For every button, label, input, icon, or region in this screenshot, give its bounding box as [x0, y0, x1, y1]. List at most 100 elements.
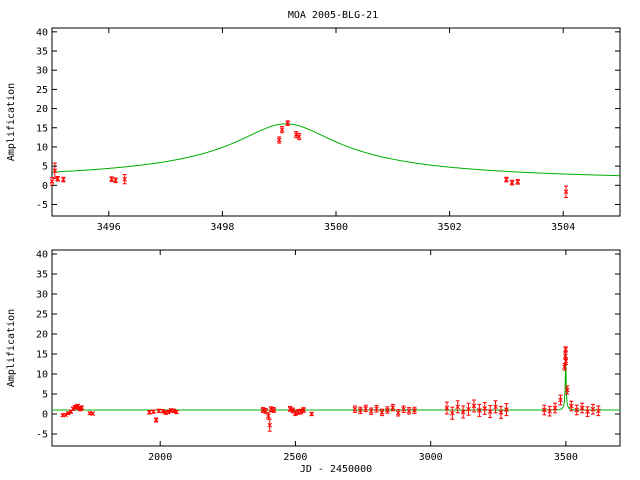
point-mark-b — [61, 177, 66, 182]
y-tick-label: 40 — [36, 27, 48, 38]
data-point — [374, 405, 379, 413]
top-data-points — [49, 120, 569, 199]
point-mark-b — [63, 412, 68, 418]
data-point — [487, 405, 493, 419]
point-mark-b — [596, 408, 601, 414]
data-point — [401, 405, 406, 413]
point-mark-b — [466, 406, 471, 412]
data-point — [466, 402, 471, 416]
data-point — [455, 400, 461, 414]
data-point — [547, 405, 553, 417]
data-point — [90, 411, 95, 416]
point-mark-b — [147, 410, 152, 415]
top-y-axis-label: Amplification — [6, 83, 17, 161]
y-tick-label: 20 — [36, 104, 48, 115]
data-point — [498, 405, 504, 419]
point-mark-b — [153, 417, 159, 423]
data-point — [574, 404, 580, 416]
data-point — [562, 363, 567, 371]
point-mark-b — [79, 405, 85, 410]
data-point — [55, 175, 61, 182]
data-point — [174, 409, 179, 415]
data-point — [552, 402, 558, 414]
point-mark-b — [515, 179, 521, 185]
point-mark-b — [374, 406, 379, 412]
data-point — [563, 185, 569, 199]
data-point — [471, 399, 477, 413]
point-mark-b — [271, 407, 277, 413]
y-tick-label: 0 — [42, 410, 48, 421]
data-point — [596, 405, 601, 417]
y-tick-label: -5 — [36, 430, 48, 441]
bottom-model-curve — [52, 351, 620, 411]
data-point — [444, 401, 450, 415]
data-point — [579, 402, 585, 414]
point-mark-b — [357, 408, 363, 413]
data-point — [357, 406, 363, 415]
point-mark-b — [541, 407, 547, 413]
point-mark-b — [352, 406, 358, 412]
point-mark-b — [309, 411, 315, 417]
y-tick-label: 5 — [42, 162, 48, 173]
point-mark-b — [558, 397, 563, 403]
point-mark-b — [455, 404, 461, 410]
data-point — [61, 176, 66, 183]
data-point — [590, 403, 596, 415]
x-tick-label: 3504 — [551, 222, 575, 233]
y-tick-label: 35 — [36, 270, 48, 281]
point-mark-b — [504, 407, 509, 412]
data-point — [385, 406, 390, 414]
y-tick-label: 10 — [36, 142, 48, 153]
data-point — [563, 346, 568, 353]
point-mark-b — [568, 403, 574, 409]
point-mark-b — [564, 387, 570, 393]
data-point — [147, 410, 152, 415]
point-mark-b — [401, 406, 406, 412]
point-mark-b — [379, 410, 385, 415]
bottom-x-axis-label: JD - 2450000 — [300, 464, 372, 475]
point-mark-b — [151, 409, 156, 414]
data-point — [563, 357, 569, 365]
y-tick-label: -5 — [36, 200, 48, 211]
data-point — [449, 406, 455, 420]
data-point — [267, 418, 273, 432]
point-mark-b — [296, 134, 302, 139]
point-mark-b — [449, 410, 455, 416]
data-point — [279, 126, 285, 134]
data-point — [276, 136, 282, 144]
point-mark-b — [267, 422, 273, 428]
data-point — [368, 407, 374, 415]
point-mark-b — [263, 408, 269, 414]
point-mark-b — [276, 137, 282, 143]
point-mark-b — [301, 407, 306, 413]
bottom-panel: -5 0 5 10 15 20 25 30 35 40 2000 2500 3000 3500 Ampli… — [6, 249, 621, 475]
data-point — [65, 410, 71, 416]
data-point — [296, 133, 302, 141]
x-tick-label: 3498 — [210, 222, 234, 233]
data-point — [395, 409, 401, 417]
data-point — [504, 176, 509, 183]
data-point — [160, 408, 166, 414]
x-tick-label: 3502 — [438, 222, 462, 233]
data-point — [509, 179, 515, 186]
point-mark-b — [156, 408, 162, 414]
point-mark-b — [482, 406, 488, 411]
data-point — [379, 408, 385, 417]
top-panel: -5 0 5 10 15 20 25 30 35 40 3496 3498 3500 3502 3504 A… — [6, 27, 621, 233]
data-point — [293, 410, 298, 417]
model-line — [52, 351, 620, 411]
data-point — [493, 400, 498, 414]
data-point — [412, 406, 417, 415]
point-mark-b — [368, 408, 374, 414]
point-mark-b — [165, 409, 171, 415]
point-mark-b — [298, 409, 304, 414]
data-point — [515, 179, 521, 185]
point-mark-b — [385, 407, 390, 413]
point-mark-b — [174, 409, 179, 415]
data-point — [476, 403, 482, 417]
data-point — [390, 403, 396, 412]
data-point — [266, 412, 271, 420]
y-tick-label: 0 — [42, 181, 48, 192]
x-tick-label: 3000 — [419, 452, 443, 463]
